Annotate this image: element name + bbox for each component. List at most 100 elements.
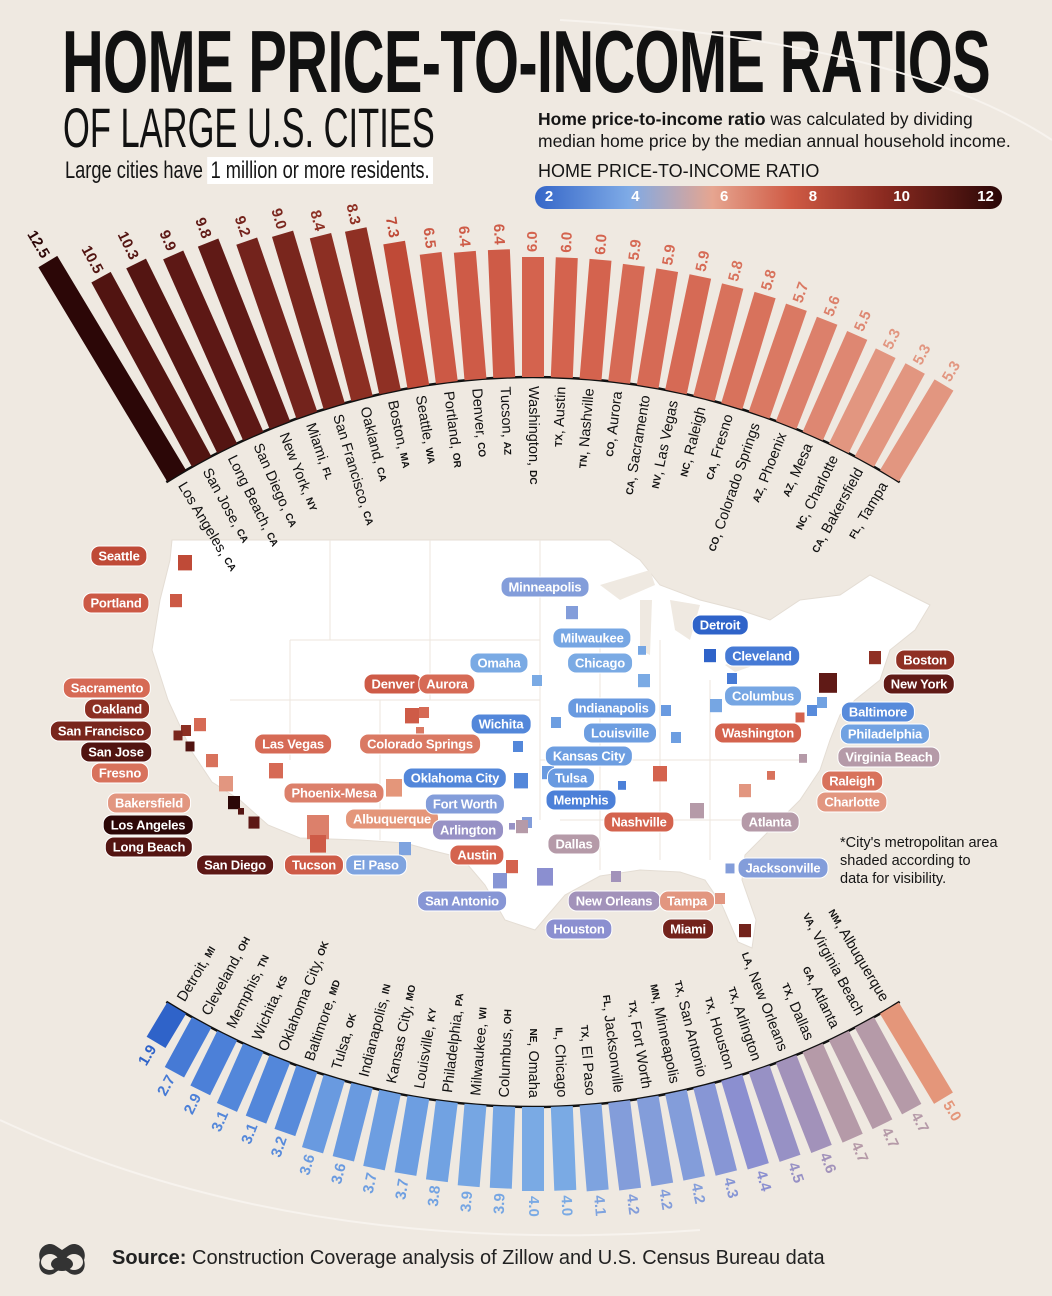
- state-code: OK: [344, 1011, 359, 1029]
- map-city-label: Atlanta: [740, 811, 800, 833]
- value-label: 4.5: [784, 1160, 807, 1185]
- map-city-label: Aurora: [418, 673, 476, 695]
- map-city-label: San Jose: [80, 741, 152, 763]
- map-city-label: San Francisco: [49, 720, 153, 742]
- metro-area-marker: [532, 675, 542, 686]
- city-name: Houston: [706, 1015, 737, 1071]
- value-label: 3.2: [268, 1134, 291, 1159]
- value-label: 5.8: [725, 259, 747, 283]
- state-code: NY: [303, 496, 318, 513]
- map-city-label: Denver: [363, 673, 423, 695]
- value-label: 3.9: [458, 1190, 477, 1212]
- city-label: Philadelphia, PA: [440, 992, 468, 1093]
- value-label: 4.1: [590, 1195, 609, 1217]
- city-label: NV, Las Vegas: [648, 399, 682, 490]
- map-city-label: Philadelphia: [839, 723, 931, 745]
- map-city-label: New Orleans: [567, 890, 661, 912]
- state-code: AZ: [751, 488, 766, 504]
- bar: [163, 250, 264, 441]
- bar: [665, 274, 712, 395]
- city-name: Columbus: [496, 1032, 515, 1098]
- map-city-label: Jacksonville: [737, 857, 829, 879]
- value-label: 5.0: [939, 1098, 964, 1125]
- map-city-label: Tulsa: [547, 767, 595, 789]
- bar: [721, 291, 776, 410]
- map-city-label: Fort Worth: [424, 793, 506, 815]
- city-name: Milwaukee: [468, 1027, 490, 1097]
- metro-area-marker: [386, 779, 402, 797]
- metro-area-marker: [618, 781, 626, 790]
- state-code: FL: [847, 525, 863, 541]
- bar-group: Tulsa, OK 3.6: [296, 1011, 359, 1177]
- state-code: CO: [605, 441, 618, 457]
- map-city-label: Virginia Beach: [837, 746, 941, 768]
- bar: [879, 1002, 953, 1104]
- bar: [197, 238, 291, 430]
- map-city-label: Baltimore: [840, 701, 916, 723]
- map-city-label: Detroit: [691, 614, 749, 636]
- state-code: TX: [626, 1000, 639, 1015]
- city-label: Columbus, OH: [496, 1009, 516, 1098]
- metro-area-marker: [704, 649, 716, 663]
- city-name: Las Vegas: [652, 399, 682, 469]
- metro-area-marker: [638, 674, 650, 688]
- value-label: 3.6: [328, 1161, 350, 1185]
- city-name: Indianapolis: [356, 1000, 391, 1079]
- metro-area-marker: [173, 730, 183, 741]
- value-label: 5.7: [790, 280, 813, 305]
- state-code: TX: [578, 1025, 590, 1039]
- city-name: Dallas: [786, 1000, 817, 1043]
- metro-area-marker: [310, 835, 326, 853]
- bar: [802, 1043, 863, 1143]
- bar: [363, 1089, 401, 1171]
- value-label: 6.4: [455, 225, 474, 248]
- value-label: 4.0: [525, 1196, 542, 1217]
- value-label: 10.5: [78, 243, 107, 277]
- city-name: Boston: [384, 399, 409, 446]
- bar: [608, 1100, 642, 1191]
- city-name: Tampa: [855, 479, 892, 525]
- state-code: MN: [648, 983, 662, 1000]
- state-code: CA: [282, 511, 298, 529]
- map-city-label: Washington: [714, 722, 802, 744]
- us-landmass: [151, 539, 931, 949]
- bar: [453, 250, 487, 381]
- city-label: TX, Austin: [551, 386, 569, 447]
- value-label: 7.3: [382, 216, 402, 239]
- value-label: 5.9: [659, 243, 679, 266]
- value-label: 3.1: [238, 1121, 261, 1147]
- value-label: 9.0: [267, 206, 289, 231]
- bar: [487, 249, 516, 379]
- city-name: Kansas City: [384, 1005, 416, 1085]
- legend-title: HOME PRICE-TO-INCOME RATIO: [538, 161, 820, 181]
- bar: [748, 1065, 801, 1162]
- metro-area-marker: [493, 873, 507, 889]
- state-code: TX: [702, 996, 716, 1012]
- city-label: TN, Nashville: [575, 388, 598, 469]
- metro-area-marker: [725, 863, 735, 874]
- value-label: 3.1: [208, 1108, 232, 1134]
- metro-area-marker: [185, 741, 195, 752]
- color-scale-legend: 2 4 6 8 10 12: [535, 186, 1002, 209]
- value-label: 4.2: [655, 1188, 675, 1211]
- bar: [216, 1043, 264, 1112]
- metro-area-marker: [817, 697, 827, 708]
- map-city-label: Sacramento: [62, 677, 152, 699]
- map-city-label: Tucson: [283, 854, 345, 876]
- value-label: 2.9: [181, 1091, 205, 1117]
- map-city-label: Boston: [895, 649, 955, 671]
- bar: [271, 230, 345, 410]
- map-city-label: Fresno: [90, 762, 150, 784]
- map-city-label: Cleveland: [724, 645, 800, 667]
- bar-group: Milwaukee, WI 3.9: [458, 1006, 491, 1212]
- city-name: Sacramento: [625, 394, 654, 474]
- state-code: PA: [453, 993, 466, 1007]
- metro-area-marker: [819, 673, 837, 693]
- map-city-label: Wichita: [470, 713, 532, 735]
- value-label: 3.6: [296, 1152, 318, 1177]
- value-label: 6.0: [558, 231, 576, 253]
- metro-area-marker: [307, 815, 329, 840]
- metro-area-marker: [690, 803, 704, 819]
- city-name: Oakland: [357, 405, 386, 461]
